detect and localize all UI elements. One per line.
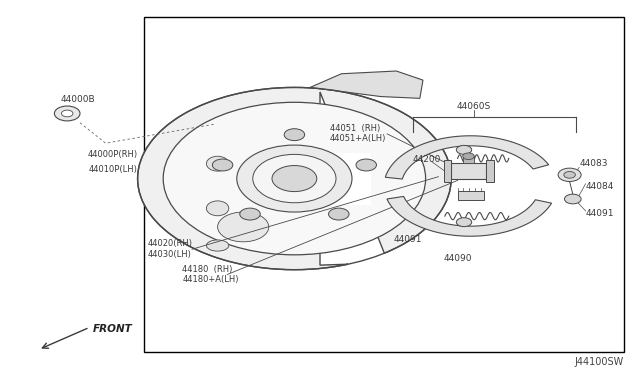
Circle shape <box>328 208 349 220</box>
Text: 44200: 44200 <box>413 155 441 164</box>
Ellipse shape <box>207 156 229 171</box>
Ellipse shape <box>207 240 229 251</box>
Polygon shape <box>138 87 451 270</box>
Circle shape <box>456 218 472 227</box>
Circle shape <box>284 129 305 141</box>
Circle shape <box>218 212 269 242</box>
Circle shape <box>253 154 336 203</box>
Circle shape <box>237 145 352 212</box>
Circle shape <box>240 208 260 220</box>
Circle shape <box>564 194 581 204</box>
Text: 44051+A(LH): 44051+A(LH) <box>330 134 386 143</box>
Text: 44000B: 44000B <box>61 95 95 104</box>
Text: 44180  (RH): 44180 (RH) <box>182 265 233 274</box>
Bar <box>458 191 484 200</box>
Circle shape <box>61 110 73 117</box>
Polygon shape <box>310 71 423 98</box>
Polygon shape <box>385 136 548 179</box>
Text: 44180+A(LH): 44180+A(LH) <box>182 275 239 284</box>
Circle shape <box>564 171 575 178</box>
Circle shape <box>212 159 233 171</box>
Text: 44090: 44090 <box>444 254 472 263</box>
Circle shape <box>163 102 426 255</box>
Circle shape <box>272 166 317 192</box>
Text: 44091: 44091 <box>394 235 422 244</box>
Circle shape <box>463 153 474 160</box>
Polygon shape <box>387 196 552 236</box>
Text: 44030(LH): 44030(LH) <box>147 250 191 259</box>
Text: 44000P(RH): 44000P(RH) <box>88 150 138 159</box>
Circle shape <box>356 159 376 171</box>
Bar <box>444 160 451 182</box>
Text: 44091: 44091 <box>586 209 614 218</box>
Bar <box>463 156 474 163</box>
Circle shape <box>54 106 80 121</box>
Text: FRONT: FRONT <box>93 324 132 334</box>
Text: 44060S: 44060S <box>456 102 491 110</box>
Ellipse shape <box>207 201 229 216</box>
Text: 44020(RH): 44020(RH) <box>147 239 192 248</box>
Text: 44051  (RH): 44051 (RH) <box>330 124 380 133</box>
Circle shape <box>456 145 472 154</box>
Text: J44100SW: J44100SW <box>575 357 624 366</box>
Text: 44083: 44083 <box>579 159 608 168</box>
Text: 44084: 44084 <box>586 182 614 190</box>
Circle shape <box>558 168 581 182</box>
Bar <box>144 17 624 352</box>
Polygon shape <box>320 153 371 205</box>
Text: 44010P(LH): 44010P(LH) <box>89 165 138 174</box>
Bar <box>451 163 486 179</box>
Bar <box>486 160 494 182</box>
